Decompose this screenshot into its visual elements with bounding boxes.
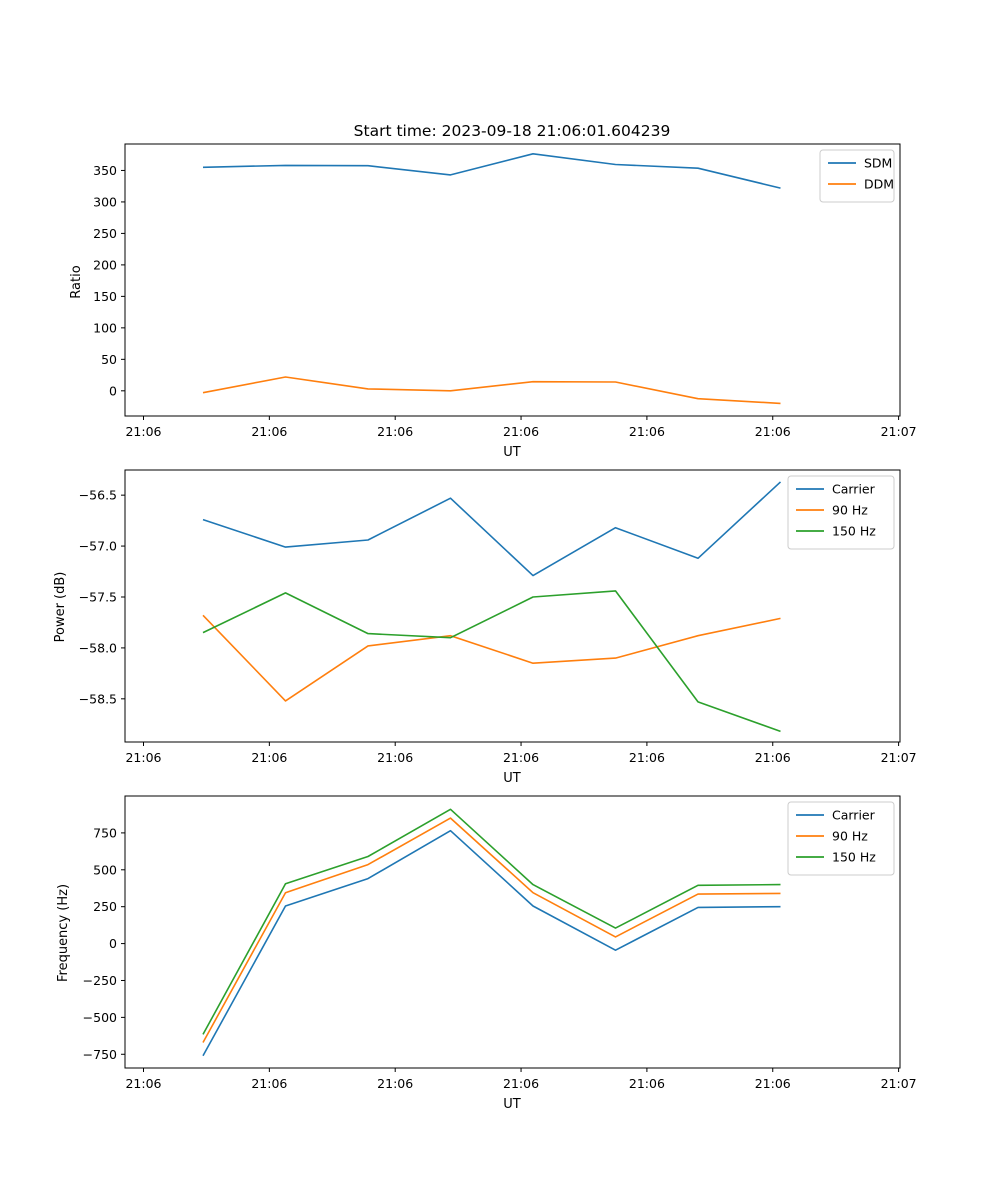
y-tick-label: −500 (83, 1010, 117, 1025)
y-tick-label: 0 (109, 383, 117, 398)
legend: Carrier 90 Hz 150 Hz (787, 801, 895, 876)
x-tick-label: 21:06 (755, 1076, 791, 1091)
y-tick-label: 100 (93, 320, 117, 335)
x-tick-label: 21:06 (125, 1076, 161, 1091)
x-tick-label: 21:06 (251, 424, 287, 439)
series-line-90-hz (202, 817, 781, 1043)
y-tick-label: 0 (109, 936, 117, 951)
x-tick-label: 21:06 (125, 424, 161, 439)
legend: Carrier 90 Hz 150 Hz (787, 475, 895, 550)
x-tick-label: 21:06 (629, 750, 665, 765)
axes-frame (124, 469, 901, 743)
legend: SDM DDM (819, 149, 895, 203)
y-tick-label: 50 (101, 352, 117, 367)
series-line-sdm (202, 153, 781, 189)
axes-frame (124, 795, 901, 1069)
x-tick-label: 21:06 (629, 424, 665, 439)
legend-label: 150 Hz (832, 524, 876, 539)
series-line-carrier (202, 481, 782, 577)
legend-label: DDM (864, 177, 894, 192)
ratio-chart: Start time: 2023-09-18 21:06:01.604239 2… (69, 122, 917, 460)
x-tick-label: 21:06 (377, 750, 413, 765)
y-tick-label: 200 (93, 257, 117, 272)
axes-frame (124, 143, 901, 417)
series-line-150-hz (202, 808, 781, 1035)
x-tick-label: 21:06 (377, 424, 413, 439)
legend-label: 150 Hz (832, 850, 876, 865)
series-line-150-hz (202, 590, 781, 733)
ratio-plot-area: 21:06 21:06 21:06 21:06 21:06 21:06 21:07 0 50 10… (93, 143, 917, 439)
x-tick-label: 21:06 (125, 750, 161, 765)
y-tick-label: −58.0 (79, 640, 117, 655)
y-tick-label: −250 (83, 973, 117, 988)
x-axis-label: UT (503, 445, 521, 460)
series-line-ddm (202, 376, 781, 405)
x-tick-label: 21:06 (629, 1076, 665, 1091)
legend-label: 90 Hz (832, 829, 868, 844)
power-chart: 21:06 21:06 21:06 21:06 21:06 21:06 21:07 −58.5… (53, 469, 917, 786)
legend-label: SDM (864, 156, 892, 171)
y-tick-label: 500 (93, 862, 117, 877)
y-axis-label: Ratio (69, 265, 84, 298)
legend-label: Carrier (832, 808, 876, 823)
x-axis-label: UT (503, 1097, 521, 1112)
legend-label: 90 Hz (832, 503, 868, 518)
y-tick-label: −57.5 (79, 589, 117, 604)
x-tick-label: 21:06 (755, 750, 791, 765)
x-tick-label: 21:06 (503, 750, 539, 765)
power-plot-area: 21:06 21:06 21:06 21:06 21:06 21:06 21:07 −58.5… (79, 469, 917, 765)
y-tick-label: −750 (83, 1047, 117, 1062)
chart-title: Start time: 2023-09-18 21:06:01.604239 (354, 122, 671, 140)
y-tick-label: 250 (93, 226, 117, 241)
y-tick-label: −56.5 (79, 488, 117, 503)
frequency-plot-area: 21:06 21:06 21:06 21:06 21:06 21:06 21:07 −750 −… (83, 795, 917, 1091)
series-line-carrier (202, 829, 781, 1057)
x-tick-label: 21:06 (251, 1076, 287, 1091)
x-tick-label: 21:06 (503, 424, 539, 439)
x-axis-label: UT (503, 771, 521, 786)
y-tick-label: 350 (93, 163, 117, 178)
frequency-chart: 21:06 21:06 21:06 21:06 21:06 21:06 21:07 −750 −… (56, 795, 917, 1112)
y-tick-label: 300 (93, 194, 117, 209)
y-tick-label: 250 (93, 899, 117, 914)
y-axis-label: Power (dB) (53, 572, 68, 643)
x-tick-label: 21:06 (251, 750, 287, 765)
y-tick-label: −57.0 (79, 539, 117, 554)
y-axis-label: Frequency (Hz) (56, 884, 71, 982)
y-tick-label: −58.5 (79, 691, 117, 706)
x-tick-label: 21:07 (881, 424, 917, 439)
x-tick-label: 21:07 (881, 750, 917, 765)
x-tick-label: 21:06 (377, 1076, 413, 1091)
y-tick-label: 750 (93, 825, 117, 840)
x-tick-label: 21:06 (503, 1076, 539, 1091)
series-line-90-hz (202, 614, 781, 702)
legend-label: Carrier (832, 482, 876, 497)
y-tick-label: 150 (93, 289, 117, 304)
x-tick-label: 21:06 (755, 424, 791, 439)
x-tick-label: 21:07 (881, 1076, 917, 1091)
